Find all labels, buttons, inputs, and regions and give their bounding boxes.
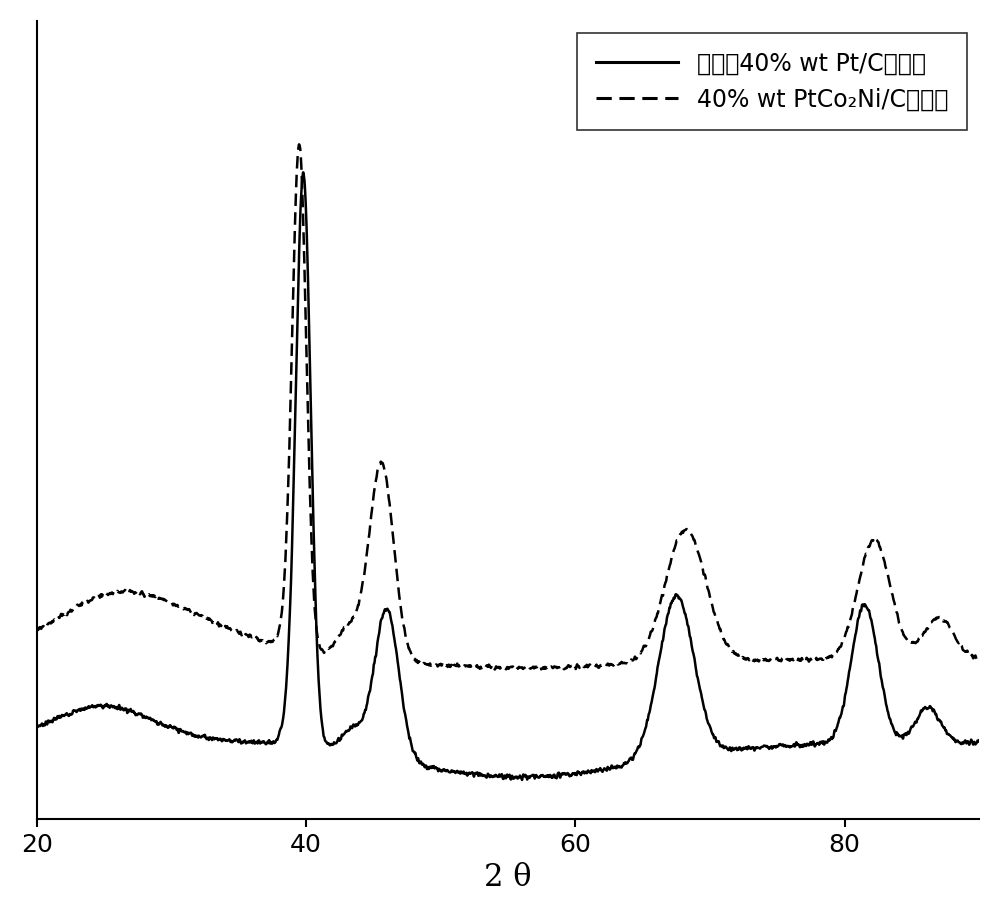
- Legend: 商业卆40% wt Pt/C催化剂, 40% wt PtCo₂Ni/C催化剂: 商业卆40% wt Pt/C催化剂, 40% wt PtCo₂Ni/C催化剂: [577, 33, 967, 130]
- X-axis label: 2 θ: 2 θ: [484, 862, 532, 893]
